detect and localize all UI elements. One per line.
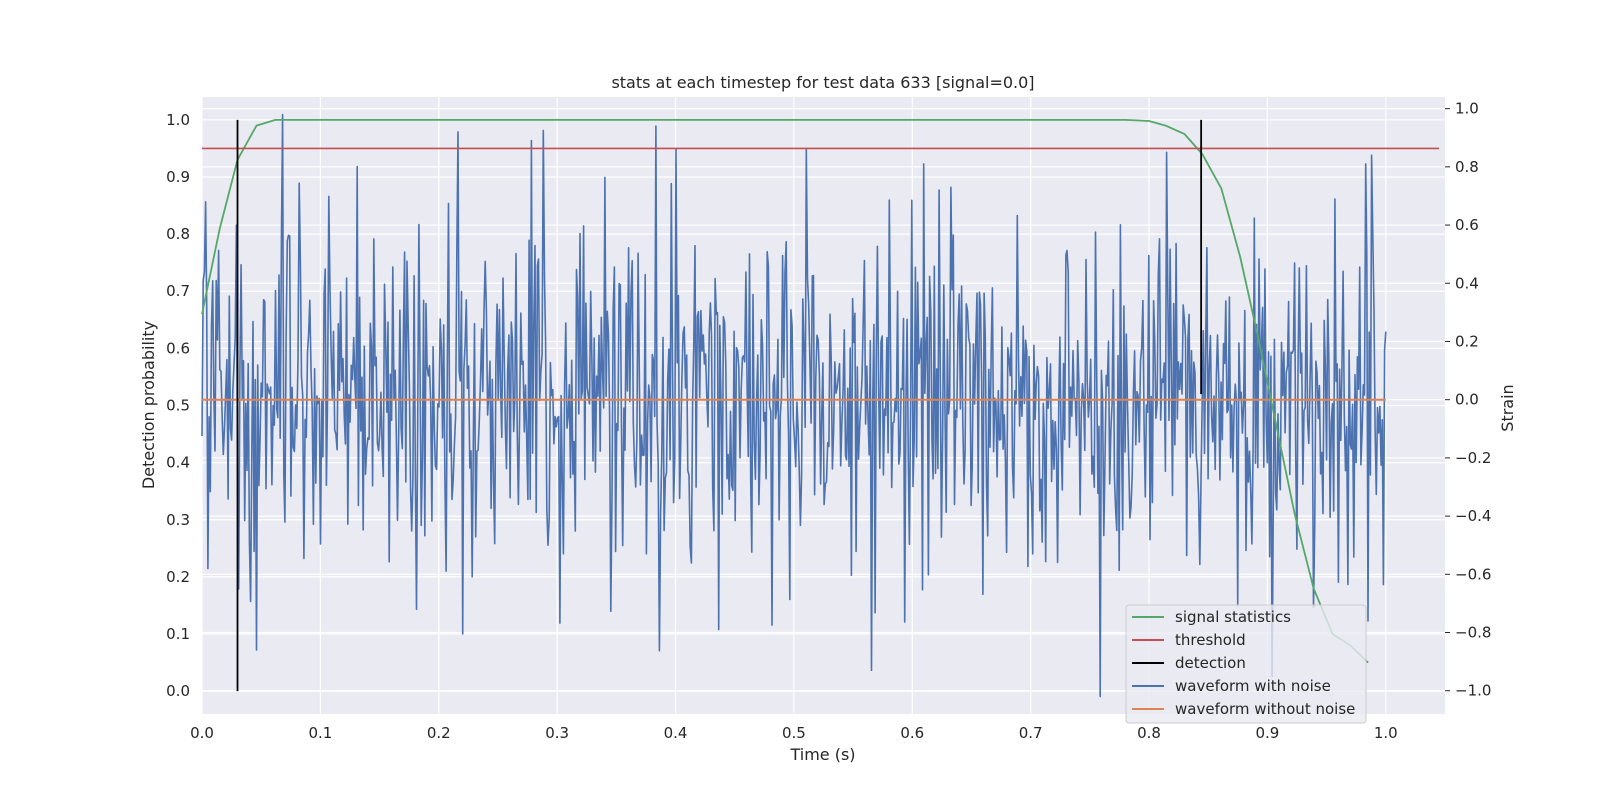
x-tick-label: 0.6 — [900, 724, 924, 742]
y-tick-label: 0.3 — [166, 511, 190, 529]
y2-tick-label: 0.2 — [1455, 332, 1479, 350]
y-tick-label: 0.5 — [166, 397, 190, 415]
x-tick-label: 0.5 — [782, 724, 806, 742]
y2-tick-label: −0.4 — [1455, 507, 1491, 525]
y2-tick-label: −0.6 — [1455, 565, 1491, 583]
legend-label-signal-statistics: signal statistics — [1175, 608, 1291, 626]
y-tick-label: 0.8 — [166, 225, 190, 243]
y-tick-label: 0.2 — [166, 568, 190, 586]
y2-tick-label: 1.0 — [1455, 100, 1479, 118]
y2-tick-label: 0.8 — [1455, 158, 1479, 176]
x-tick-label: 0.8 — [1137, 724, 1161, 742]
y2-tick-label: −1.0 — [1455, 682, 1491, 700]
y-axis-title: Detection probability — [139, 321, 158, 489]
y2-tick-label: 0.0 — [1455, 391, 1479, 409]
left-axis: 0.0 0.1 0.2 0.3 0.4 0.5 0.6 0.7 0.8 0.9 1.0 — [166, 111, 190, 700]
series-waveform-with-noise — [201, 113, 1387, 698]
y-tick-label: 0.0 — [166, 682, 190, 700]
y2-tick-label: 0.4 — [1455, 274, 1479, 292]
x-tick-label: 0.3 — [545, 724, 569, 742]
x-tick-label: 0.2 — [427, 724, 451, 742]
x-axis-title: Time (s) — [789, 745, 855, 764]
x-axis: 0.0 0.1 0.2 0.3 0.4 0.5 0.6 0.7 0.8 0.9 1.0 — [190, 724, 1398, 742]
legend-box — [1125, 604, 1367, 724]
x-tick-label: 0.0 — [190, 724, 214, 742]
y-tick-label: 0.9 — [166, 168, 190, 186]
legend-label-waveform-without-noise: waveform without noise — [1175, 700, 1355, 718]
y-tick-label: 0.7 — [166, 282, 190, 300]
y-tick-label: 0.4 — [166, 454, 190, 472]
legend: signal statistics threshold detection wa… — [1125, 604, 1367, 724]
x-tick-label: 0.7 — [1019, 724, 1043, 742]
y-tick-label: 0.6 — [166, 339, 190, 357]
x-tick-label: 1.0 — [1374, 724, 1398, 742]
y2-axis-title: Strain — [1498, 384, 1517, 431]
x-tick-label: 0.9 — [1255, 724, 1279, 742]
legend-label-threshold: threshold — [1175, 631, 1246, 649]
y2-tick-label: 0.6 — [1455, 216, 1479, 234]
y-tick-label: 1.0 — [166, 111, 190, 129]
x-tick-label: 0.1 — [308, 724, 332, 742]
series-signal-statistics — [201, 119, 1369, 664]
y-tick-label: 0.1 — [166, 625, 190, 643]
y2-tick-label: −0.2 — [1455, 449, 1491, 467]
legend-label-waveform-with-noise: waveform with noise — [1175, 677, 1331, 695]
x-tick-label: 0.4 — [664, 724, 688, 742]
legend-label-detection: detection — [1175, 654, 1246, 672]
y2-tick-label: −0.8 — [1455, 624, 1491, 642]
series-layer — [201, 113, 1440, 698]
right-axis: −1.0 −0.8 −0.6 −0.4 −0.2 0.0 0.2 0.4 0.6 0.8 1.0 — [1445, 100, 1491, 700]
chart-title: stats at each timestep for test data 633… — [611, 73, 1034, 92]
